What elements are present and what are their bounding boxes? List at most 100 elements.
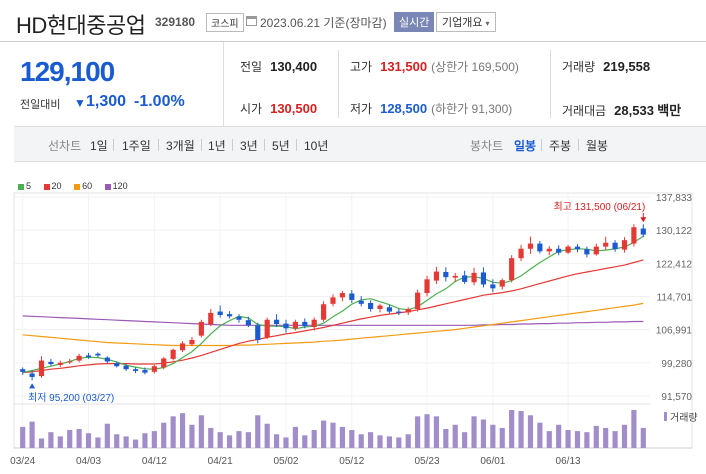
period-3m[interactable]: 3개월 [166, 139, 195, 153]
volume-bar [339, 426, 345, 448]
change-label: 전일대비 [20, 99, 61, 111]
candle-body [471, 272, 477, 283]
candle-body [386, 307, 393, 312]
legend-swatch [74, 183, 81, 190]
candle-body [330, 297, 336, 304]
candle-body [283, 323, 289, 329]
candle-daily[interactable]: 일봉 [514, 139, 537, 153]
period-10y[interactable]: 10년 [304, 139, 329, 153]
volume-bar [396, 437, 402, 448]
period-5y[interactable]: 5년 [272, 139, 290, 153]
period-1y[interactable]: 1년 [208, 139, 226, 153]
period-1w[interactable]: 1주일 [122, 139, 151, 153]
volume-bar [170, 416, 176, 448]
candle-body [537, 243, 543, 252]
volume-bar [349, 430, 355, 448]
candle-body [104, 357, 110, 362]
legend-label: 5 [26, 181, 32, 191]
x-tick-label: 04/12 [142, 456, 167, 467]
volume-bar [114, 434, 120, 448]
candle-body [311, 319, 317, 328]
legend-label: 120 [112, 181, 128, 191]
volume-bar [142, 433, 148, 448]
divider [158, 139, 159, 151]
candle-body [95, 353, 101, 356]
volume-bar [95, 437, 101, 448]
volume-bar [612, 431, 618, 448]
volume-bar [85, 433, 92, 448]
candle-monthly[interactable]: 월봉 [586, 139, 609, 153]
volume-bar [255, 415, 261, 448]
volume-bar [509, 410, 515, 448]
stat-value: 28,533 [614, 103, 654, 118]
volume-bar [546, 431, 552, 448]
chevron-down-icon: ▾ [485, 19, 490, 28]
volume-bar [161, 422, 167, 448]
candle-body [377, 305, 383, 309]
stock-code: 329180 [155, 15, 196, 29]
volume-bar [556, 424, 562, 448]
volume-bar [283, 437, 289, 448]
legend-ma20: 20 [43, 181, 62, 191]
calendar-icon [246, 16, 257, 26]
stat-label: 전일 [240, 60, 263, 74]
candle-body [264, 319, 270, 338]
volume-bar [518, 411, 524, 448]
stat-high: 고가 131,500 (상한가 169,500) [350, 58, 519, 75]
volume-bar [574, 431, 581, 448]
volume-bar [292, 426, 298, 448]
y-tick-label: 122,412 [656, 259, 693, 270]
volume-bar [273, 434, 280, 448]
volume-bar [245, 432, 251, 448]
volume-bar [179, 413, 186, 448]
legend-swatch [43, 183, 50, 190]
divider [550, 50, 551, 118]
candle-body [38, 360, 45, 377]
legend-swatch [104, 183, 111, 190]
volume-bar [123, 436, 129, 448]
y-tick-label: 106,991 [656, 326, 693, 337]
max-arrow-icon [640, 217, 647, 223]
legend-ma120: 120 [104, 181, 128, 191]
candle-body [584, 249, 590, 255]
realtime-button[interactable]: 실시간 [394, 12, 435, 32]
change-percent: -1.00% [134, 93, 185, 110]
volume-bar [48, 432, 54, 448]
corp-info-button[interactable]: 기업개요 ▾ [436, 12, 496, 32]
candle-body [198, 321, 204, 336]
candle-body [170, 349, 176, 359]
candle-body [189, 339, 195, 345]
volume-bar [386, 436, 393, 448]
x-tick-label: 05/02 [273, 456, 298, 467]
candle-body [603, 242, 609, 247]
candle-body [302, 321, 308, 327]
volume-bar [236, 431, 242, 448]
candle-body [358, 300, 364, 304]
candle-body [20, 369, 26, 372]
candle-body [443, 271, 449, 278]
stat-unit: 백만 [657, 103, 682, 118]
x-tick-label: 04/03 [76, 456, 101, 467]
candle-body [273, 319, 280, 325]
candle-body [67, 361, 73, 363]
period-1d[interactable]: 1일 [90, 139, 108, 153]
candle-body [424, 279, 430, 294]
period-3y[interactable]: 3년 [240, 139, 258, 153]
stat-prev: 전일 130,400 [240, 58, 317, 75]
candle-weekly[interactable]: 주봉 [549, 139, 572, 153]
legend-label: 60 [82, 181, 93, 191]
volume-bar [208, 427, 214, 448]
stat-open: 시가 130,500 [240, 100, 317, 117]
volume-bar [330, 422, 336, 448]
volume-bar [452, 424, 458, 448]
stat-label: 저가 [350, 102, 373, 116]
legend-ma5: 5 [18, 181, 31, 191]
stat-amount: 거래대금 28,533 백만 [562, 100, 681, 119]
candle-body [574, 246, 581, 250]
volume-bar [377, 435, 383, 448]
max-annotation: 최고 131,500 (06/21) [554, 201, 646, 213]
divider [338, 50, 339, 118]
divider [113, 139, 114, 151]
x-tick-label: 05/12 [339, 456, 364, 467]
volume-bar [76, 429, 82, 448]
